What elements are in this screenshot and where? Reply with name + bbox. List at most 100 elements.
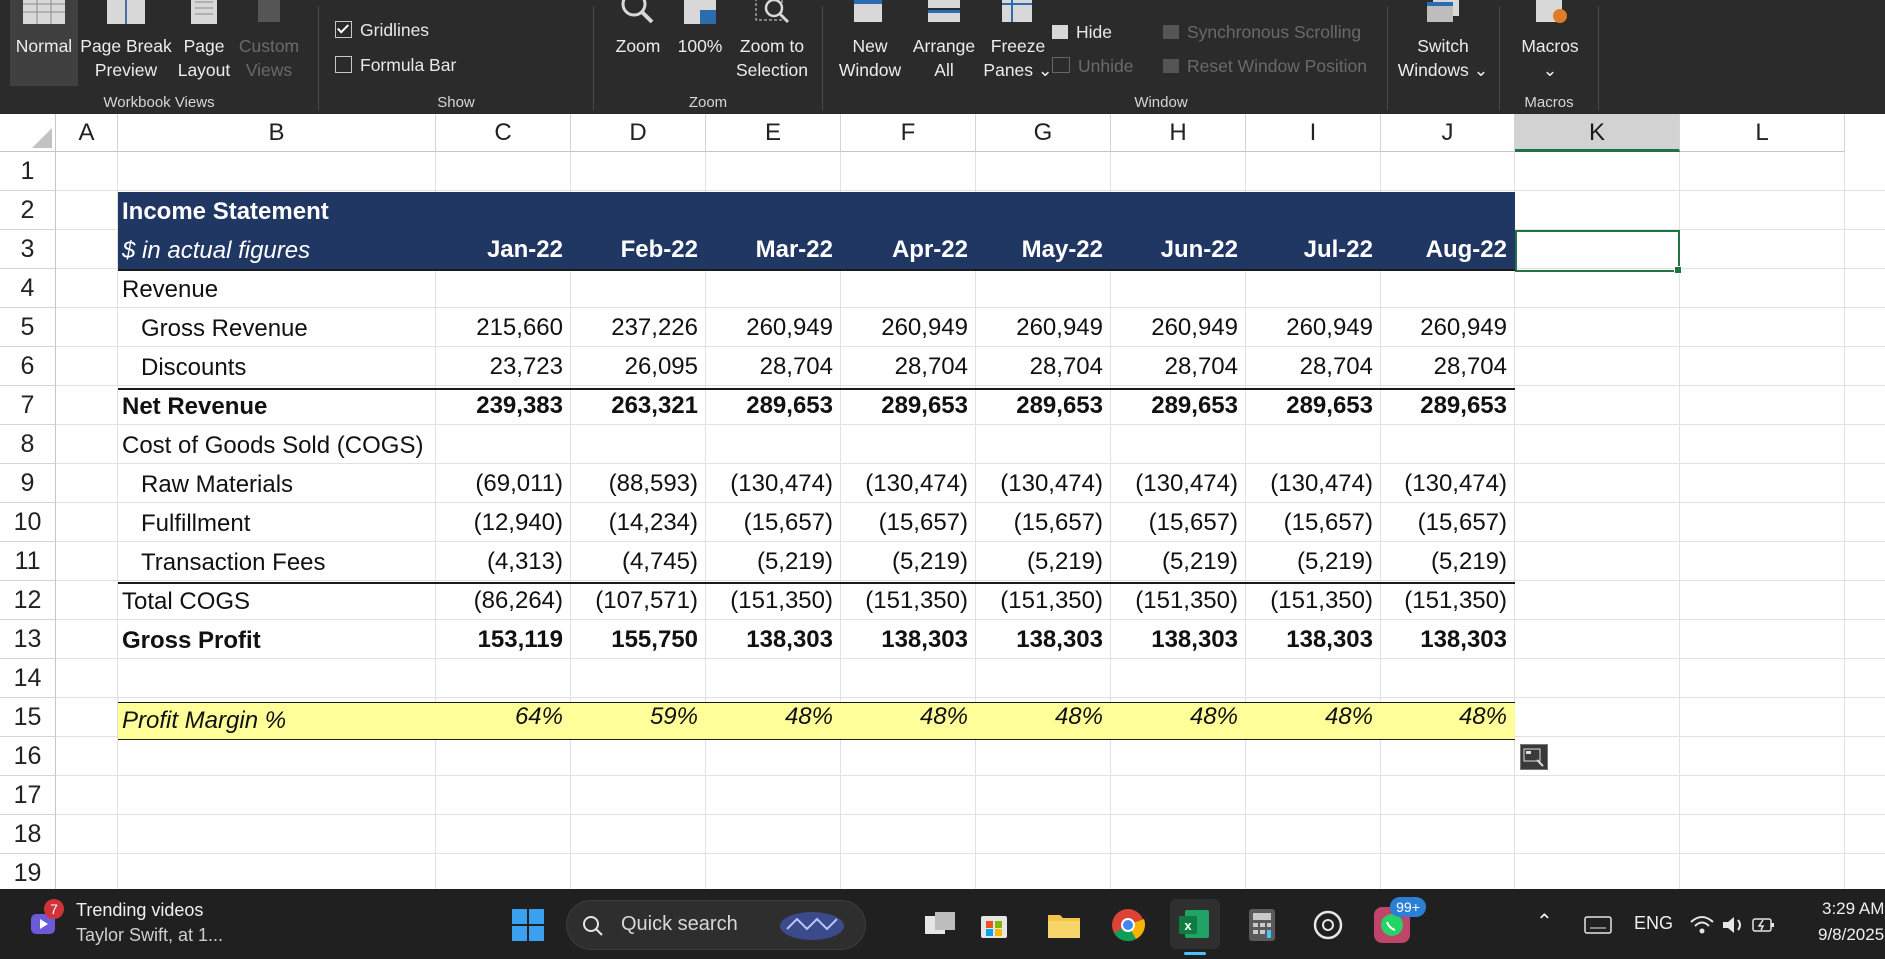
formula-bar-checkbox[interactable]: Formula Bar: [335, 55, 456, 76]
chrome-button[interactable]: [1106, 903, 1150, 947]
discounts-cell[interactable]: 28,704: [1164, 353, 1238, 380]
switch-windows-button[interactable]: Switch Windows ⌄: [1393, 0, 1493, 86]
gross-revenue-cell[interactable]: 237,226: [611, 314, 698, 341]
profit-margin-cell[interactable]: 48%: [1458, 703, 1507, 730]
column-header-d[interactable]: D: [571, 114, 706, 152]
volume-button[interactable]: [1720, 903, 1748, 947]
total-cogs-cell[interactable]: (107,571): [595, 587, 698, 614]
gross-profit-cell[interactable]: 138,303: [1286, 626, 1373, 653]
zoom-100-button[interactable]: 100%: [672, 0, 728, 86]
unhide-window-button[interactable]: Unhide: [1052, 56, 1133, 77]
normal-view-button[interactable]: Normal: [10, 0, 78, 86]
fulfillment-cell[interactable]: (14,234): [608, 509, 698, 536]
transaction-fees-label[interactable]: Transaction Fees: [141, 549, 326, 576]
row-header-1[interactable]: 1: [0, 152, 56, 191]
gross-profit-cell[interactable]: 138,303: [1151, 626, 1238, 653]
file-explorer-button[interactable]: [1042, 903, 1086, 947]
task-view-button[interactable]: [918, 903, 962, 947]
row-header-14[interactable]: 14: [0, 659, 56, 698]
chatgpt-button[interactable]: [1306, 903, 1350, 947]
discounts-cell[interactable]: 26,095: [624, 353, 698, 380]
hide-window-button[interactable]: Hide: [1052, 22, 1112, 43]
gross-revenue-cell[interactable]: 260,949: [881, 314, 968, 341]
gross-revenue-cell[interactable]: 215,660: [476, 314, 563, 341]
show-hidden-icons-button[interactable]: ⌃: [1536, 911, 1553, 933]
keyboard-button[interactable]: [1576, 903, 1620, 947]
fulfillment-label[interactable]: Fulfillment: [141, 510, 251, 537]
fulfillment-cell[interactable]: (15,657): [1013, 509, 1103, 536]
zoom-button[interactable]: Zoom: [608, 0, 668, 86]
quick-analysis-button[interactable]: [1520, 744, 1548, 770]
discounts-cell[interactable]: 28,704: [759, 353, 833, 380]
row-header-12[interactable]: 12: [0, 581, 56, 620]
widget-subtitle[interactable]: Taylor Swift, at 1...: [76, 925, 224, 945]
discounts-cell[interactable]: 28,704: [1433, 353, 1507, 380]
raw-materials-cell[interactable]: (130,474): [1270, 470, 1373, 497]
net-revenue-cell[interactable]: 239,383: [476, 392, 563, 419]
raw-materials-cell[interactable]: (130,474): [1135, 470, 1238, 497]
row-header-2[interactable]: 2: [0, 191, 56, 230]
gross-revenue-cell[interactable]: 260,949: [1151, 314, 1238, 341]
transaction-fees-cell[interactable]: (4,745): [621, 548, 698, 575]
page-break-preview-button[interactable]: Page Break Preview: [80, 0, 172, 86]
revenue-label[interactable]: Revenue: [122, 276, 219, 303]
gross-profit-cell[interactable]: 138,303: [1420, 626, 1507, 653]
month-header[interactable]: Jul-22: [1303, 236, 1373, 263]
widget-title[interactable]: Trending videos: [76, 900, 204, 920]
transaction-fees-cell[interactable]: (5,219): [1161, 548, 1238, 575]
row-header-15[interactable]: 15: [0, 698, 56, 737]
sheet-subtitle[interactable]: $ in actual figures: [122, 237, 311, 264]
total-cogs-cell[interactable]: (151,350): [730, 587, 833, 614]
net-revenue-cell[interactable]: 289,653: [881, 392, 968, 419]
gross-revenue-cell[interactable]: 260,949: [1420, 314, 1507, 341]
row-header-16[interactable]: 16: [0, 737, 56, 776]
total-cogs-cell[interactable]: (151,350): [1135, 587, 1238, 614]
excel-button[interactable]: x: [1170, 899, 1220, 949]
net-revenue-cell[interactable]: 289,653: [1420, 392, 1507, 419]
raw-materials-cell[interactable]: (130,474): [730, 470, 833, 497]
cogs-label[interactable]: Cost of Goods Sold (COGS): [122, 432, 424, 459]
freeze-panes-button[interactable]: Freeze Panes ⌄: [981, 0, 1055, 86]
row-header-11[interactable]: 11: [0, 542, 56, 581]
net-revenue-cell[interactable]: 289,653: [1016, 392, 1103, 419]
row-header-9[interactable]: 9: [0, 464, 56, 503]
month-header[interactable]: Jun-22: [1160, 236, 1238, 263]
total-cogs-cell[interactable]: (86,264): [473, 587, 563, 614]
gross-revenue-cell[interactable]: 260,949: [746, 314, 833, 341]
gross-profit-cell[interactable]: 138,303: [746, 626, 833, 653]
column-header-k[interactable]: K: [1515, 114, 1680, 152]
net-revenue-label[interactable]: Net Revenue: [122, 393, 268, 420]
row-header-5[interactable]: 5: [0, 308, 56, 347]
row-header-4[interactable]: 4: [0, 269, 56, 308]
language-indicator[interactable]: ENG: [1634, 913, 1674, 933]
profit-margin-cell[interactable]: 48%: [1189, 703, 1238, 730]
net-revenue-cell[interactable]: 289,653: [746, 392, 833, 419]
total-cogs-label[interactable]: Total COGS: [122, 588, 251, 615]
transaction-fees-cell[interactable]: (5,219): [1430, 548, 1507, 575]
raw-materials-cell[interactable]: (130,474): [1404, 470, 1507, 497]
column-header-c[interactable]: C: [436, 114, 571, 152]
zoom-to-selection-button[interactable]: Zoom to Selection: [730, 0, 814, 86]
column-header-f[interactable]: F: [841, 114, 976, 152]
arrange-all-button[interactable]: Arrange All: [907, 0, 981, 86]
gross-profit-cell[interactable]: 138,303: [1016, 626, 1103, 653]
net-revenue-cell[interactable]: 289,653: [1286, 392, 1373, 419]
profit-margin-cell[interactable]: 48%: [1324, 703, 1373, 730]
row-header-6[interactable]: 6: [0, 347, 56, 386]
gross-profit-cell[interactable]: 155,750: [611, 626, 698, 653]
transaction-fees-cell[interactable]: (5,219): [1026, 548, 1103, 575]
discounts-cell[interactable]: 28,704: [1299, 353, 1373, 380]
raw-materials-cell[interactable]: (69,011): [475, 470, 563, 497]
month-header[interactable]: Mar-22: [755, 236, 833, 263]
clock-time[interactable]: 3:29 AM: [1822, 899, 1885, 918]
gross-revenue-cell[interactable]: 260,949: [1286, 314, 1373, 341]
profit-margin-label[interactable]: Profit Margin %: [122, 707, 287, 734]
column-header-l[interactable]: L: [1680, 114, 1845, 152]
row-header-3[interactable]: 3: [0, 230, 56, 269]
profit-margin-cell[interactable]: 64%: [514, 703, 563, 730]
gross-revenue-cell[interactable]: 260,949: [1016, 314, 1103, 341]
month-header[interactable]: Apr-22: [891, 236, 968, 263]
clock-date[interactable]: 9/8/2025: [1818, 925, 1885, 944]
fulfillment-cell[interactable]: (12,940): [473, 509, 563, 536]
